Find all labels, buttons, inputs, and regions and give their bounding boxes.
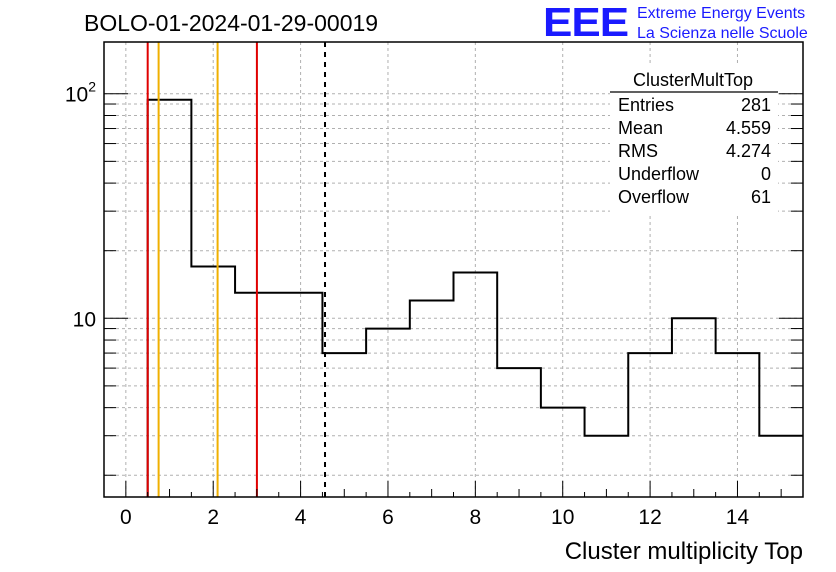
eee-logo: EEE <box>543 0 629 46</box>
histogram-bin <box>759 436 803 497</box>
x-tick-label: 14 <box>726 506 750 529</box>
histogram-line <box>146 98 803 497</box>
x-tick-label: 12 <box>638 506 661 529</box>
histogram-bin <box>191 267 235 497</box>
eee-logo-line2: La Scienza nelle Scuole <box>637 25 808 42</box>
stats-title: ClusterMultTop <box>633 70 753 90</box>
stats-value: 281 <box>741 95 771 115</box>
histogram-bin <box>366 329 410 497</box>
histogram-bin <box>628 353 672 497</box>
histogram-bin <box>672 318 716 497</box>
x-axis-label: Cluster multiplicity Top <box>565 538 803 565</box>
stats-label: Entries <box>618 95 674 115</box>
histogram-bin <box>716 353 760 497</box>
stats-label: Underflow <box>618 164 700 184</box>
histogram-bin <box>497 368 541 497</box>
x-tick-label: 6 <box>382 506 394 529</box>
stats-label: Mean <box>618 118 663 138</box>
x-tick-label: 8 <box>470 506 482 529</box>
stats-box <box>610 65 778 215</box>
histogram-bin <box>454 272 498 497</box>
x-tick-label: 4 <box>295 506 307 529</box>
histogram-bin <box>585 436 629 497</box>
stats-value: 0 <box>761 164 771 184</box>
stats-label: RMS <box>618 141 658 161</box>
eee-logo-line1: Extreme Energy Events <box>637 5 806 22</box>
x-tick-label: 2 <box>207 506 219 529</box>
histogram-bin <box>279 293 323 497</box>
histogram-bin <box>322 353 366 497</box>
stats-value: 61 <box>751 187 771 207</box>
run-title: BOLO-01-2024-01-29-00019 <box>84 10 379 36</box>
histogram-bin <box>410 301 454 497</box>
stats-label: Overflow <box>618 187 690 207</box>
y-tick-label: 102 <box>65 79 96 107</box>
x-tick-label: 10 <box>551 506 574 529</box>
histogram-bin <box>148 100 192 497</box>
x-tick-label: 0 <box>120 506 132 529</box>
stats-value: 4.274 <box>726 141 771 161</box>
y-tick-label: 10 <box>73 308 96 331</box>
stats-value: 4.559 <box>726 118 771 138</box>
